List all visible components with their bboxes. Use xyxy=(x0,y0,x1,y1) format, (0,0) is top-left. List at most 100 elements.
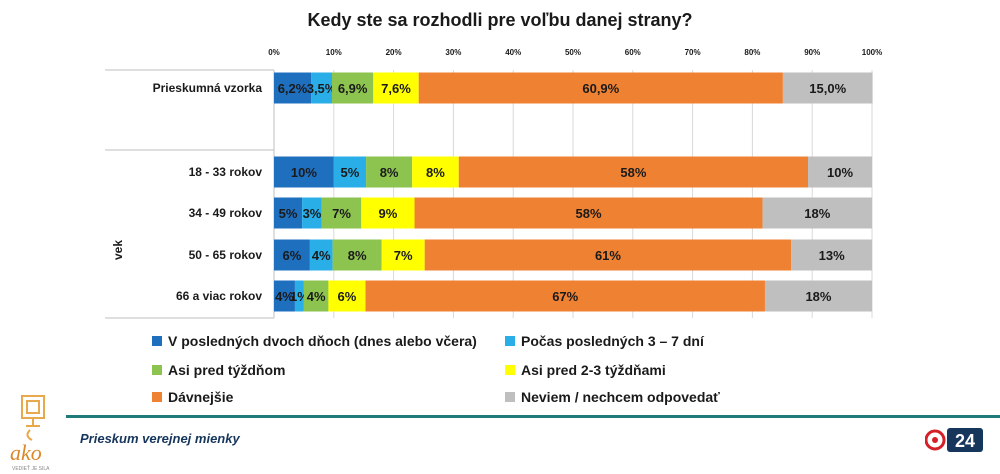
data-label: 4% xyxy=(275,289,294,304)
data-label: 58% xyxy=(576,206,602,221)
bar-segment xyxy=(366,156,413,188)
bar-segment xyxy=(373,72,419,104)
data-label: 3,5% xyxy=(307,81,337,96)
data-label: 7,6% xyxy=(381,81,411,96)
data-label: 9% xyxy=(379,206,398,221)
bar-segment xyxy=(311,72,333,104)
bar-segment xyxy=(381,239,425,271)
bar-segment xyxy=(333,156,367,188)
tv24-logo: 24 xyxy=(925,428,983,452)
x-tick-label: 60% xyxy=(625,48,641,57)
x-tick-label: 80% xyxy=(744,48,760,57)
bar-segment xyxy=(309,239,333,271)
bar-segment xyxy=(302,197,322,229)
bar-segment xyxy=(791,239,872,271)
legend-item: Asi pred týždňom xyxy=(152,362,285,378)
data-label: 7% xyxy=(394,248,413,263)
bar-segment xyxy=(764,280,872,312)
bar-segment xyxy=(332,239,382,271)
bar-segment xyxy=(808,156,872,188)
data-label: 60,9% xyxy=(582,81,619,96)
bar-segment xyxy=(365,280,765,312)
legend-swatch xyxy=(505,392,515,402)
legend-label: Dávnejšie xyxy=(168,389,234,405)
bar-segment xyxy=(418,72,783,104)
bar-segment xyxy=(412,156,459,188)
data-label: 4% xyxy=(312,248,331,263)
legend-label: Počas posledných 3 – 7 dní xyxy=(521,333,704,349)
x-tick-label: 10% xyxy=(326,48,342,57)
legend-label: Asi pred 2-3 týždňami xyxy=(521,362,666,378)
bar-segment xyxy=(332,72,374,104)
bar-segment xyxy=(303,280,329,312)
data-label: 58% xyxy=(620,165,646,180)
category-label: 50 - 65 rokov xyxy=(189,248,263,262)
bar-segment xyxy=(782,72,873,104)
x-tick-label: 30% xyxy=(445,48,461,57)
bar-segment xyxy=(424,239,792,271)
bar-segment xyxy=(361,197,415,229)
bar-segment xyxy=(274,197,303,229)
data-label: 8% xyxy=(426,165,445,180)
legend-label: V posledných dvoch dňoch (dnes alebo vče… xyxy=(168,333,477,349)
data-label: 15,0% xyxy=(809,81,846,96)
data-label: 67% xyxy=(552,289,578,304)
tv24-logo-text: 24 xyxy=(955,431,975,451)
x-tick-label: 20% xyxy=(386,48,402,57)
footer-divider xyxy=(66,415,1000,418)
x-tick-label: 50% xyxy=(565,48,581,57)
legend-item: Asi pred 2-3 týždňami xyxy=(505,362,666,378)
ako-logo: ako VEDIEŤ JE SILA xyxy=(10,395,50,472)
data-label: 6% xyxy=(283,248,302,263)
bar-segment xyxy=(294,280,304,312)
footer-caption: Prieskum verejnej mienky xyxy=(80,431,240,446)
legend-swatch xyxy=(152,365,162,375)
legend-swatch xyxy=(152,392,162,402)
group-label: vek xyxy=(111,240,125,260)
data-label: 6,9% xyxy=(338,81,368,96)
data-label: 5% xyxy=(279,206,298,221)
ako-logo-text: ako xyxy=(10,440,42,465)
category-label: Prieskumná vzorka xyxy=(153,81,263,95)
data-label: 6% xyxy=(338,289,357,304)
data-label: 18% xyxy=(804,206,830,221)
chart-title: Kedy ste sa rozhodli pre voľbu danej str… xyxy=(307,10,693,30)
data-label: 5% xyxy=(341,165,360,180)
data-label: 4% xyxy=(307,289,326,304)
legend-swatch xyxy=(505,336,515,346)
bar-segment xyxy=(274,156,334,188)
bar-segment xyxy=(321,197,362,229)
category-label: 66 a viac rokov xyxy=(176,289,262,303)
legend-swatch xyxy=(505,365,515,375)
category-label: 34 - 49 rokov xyxy=(189,206,263,220)
legend-label: Neviem / nechcem odpovedať xyxy=(521,389,720,405)
bar-segment xyxy=(274,239,310,271)
legend-swatch xyxy=(152,336,162,346)
data-label: 18% xyxy=(805,289,831,304)
data-label: 8% xyxy=(380,165,399,180)
legend-item: Neviem / nechcem odpovedať xyxy=(505,389,720,405)
data-label: 8% xyxy=(348,248,367,263)
category-label: 18 - 33 rokov xyxy=(189,165,263,179)
ako-tagline: VEDIEŤ JE SILA xyxy=(12,464,50,472)
legend-label: Asi pred týždňom xyxy=(168,362,286,378)
x-tick-label: 100% xyxy=(862,48,882,57)
data-label: 10% xyxy=(291,165,317,180)
x-tick-label: 40% xyxy=(505,48,521,57)
bar-segment xyxy=(328,280,366,312)
bar-segment xyxy=(274,72,312,104)
data-label: 3% xyxy=(303,206,322,221)
data-label: 6,2% xyxy=(278,81,308,96)
bar-segment xyxy=(762,197,872,229)
bar-segment xyxy=(414,197,763,229)
legend-item: Počas posledných 3 – 7 dní xyxy=(505,333,704,349)
x-tick-label: 70% xyxy=(685,48,701,57)
x-tick-label: 0% xyxy=(268,48,280,57)
bar-segment xyxy=(458,156,809,188)
legend-item: Dávnejšie xyxy=(152,389,233,405)
data-label: 61% xyxy=(595,248,621,263)
data-label: 13% xyxy=(819,248,845,263)
data-label: 10% xyxy=(827,165,853,180)
data-label: 7% xyxy=(332,206,351,221)
